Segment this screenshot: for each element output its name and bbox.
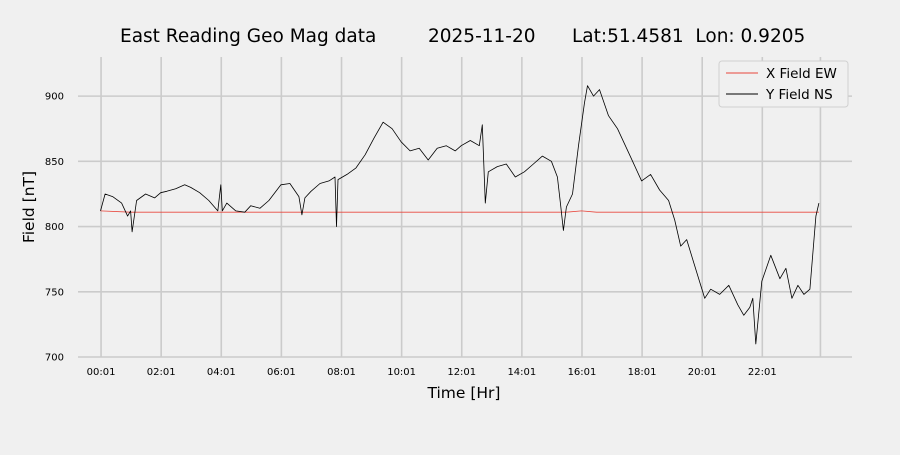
y-tick-label: 700 bbox=[45, 353, 64, 364]
y-tick-label: 850 bbox=[45, 157, 64, 168]
y-tick-label: 900 bbox=[45, 92, 64, 103]
chart-title-location: Lat:51.4581 Lon: 0.9205 bbox=[572, 26, 805, 47]
legend-label-x-field: X Field EW bbox=[766, 66, 837, 82]
chart-title-date: 2025-11-20 bbox=[428, 26, 536, 47]
x-tick-label: 02:01 bbox=[147, 367, 176, 378]
x-tick-label: 06:01 bbox=[267, 367, 296, 378]
x-tick-label: 20:01 bbox=[688, 367, 717, 378]
legend: X Field EW Y Field NS bbox=[718, 60, 849, 108]
x-axis-label: Time [Hr] bbox=[427, 384, 501, 402]
x-tick-label: 16:01 bbox=[568, 367, 597, 378]
chart-title-name: East Reading Geo Mag data bbox=[120, 26, 376, 47]
series-line-y-field-ns bbox=[100, 85, 820, 345]
y-tick-label: 750 bbox=[45, 287, 64, 298]
grid bbox=[78, 57, 852, 358]
x-tick-label: 18:01 bbox=[628, 367, 657, 378]
y-tick-label: 800 bbox=[45, 222, 64, 233]
legend-label-y-field: Y Field NS bbox=[765, 87, 833, 103]
x-tick-label: 04:01 bbox=[207, 367, 236, 378]
series-lines bbox=[100, 85, 820, 345]
x-tick-label: 12:01 bbox=[447, 367, 476, 378]
x-tick-label: 14:01 bbox=[507, 367, 536, 378]
x-tick-label: 00:01 bbox=[87, 367, 116, 378]
series-line-x-field-ew bbox=[100, 210, 819, 213]
y-tick-labels: 700 750 800 850 900 bbox=[45, 92, 64, 364]
x-tick-label: 10:01 bbox=[387, 367, 416, 378]
x-tick-label: 08:01 bbox=[327, 367, 356, 378]
x-tick-label: 22:01 bbox=[748, 367, 777, 378]
x-tick-labels: 00:01 02:01 04:01 06:01 08:01 10:01 12:01 14:01… bbox=[87, 367, 777, 378]
y-axis-label: Field [nT] bbox=[20, 171, 38, 243]
